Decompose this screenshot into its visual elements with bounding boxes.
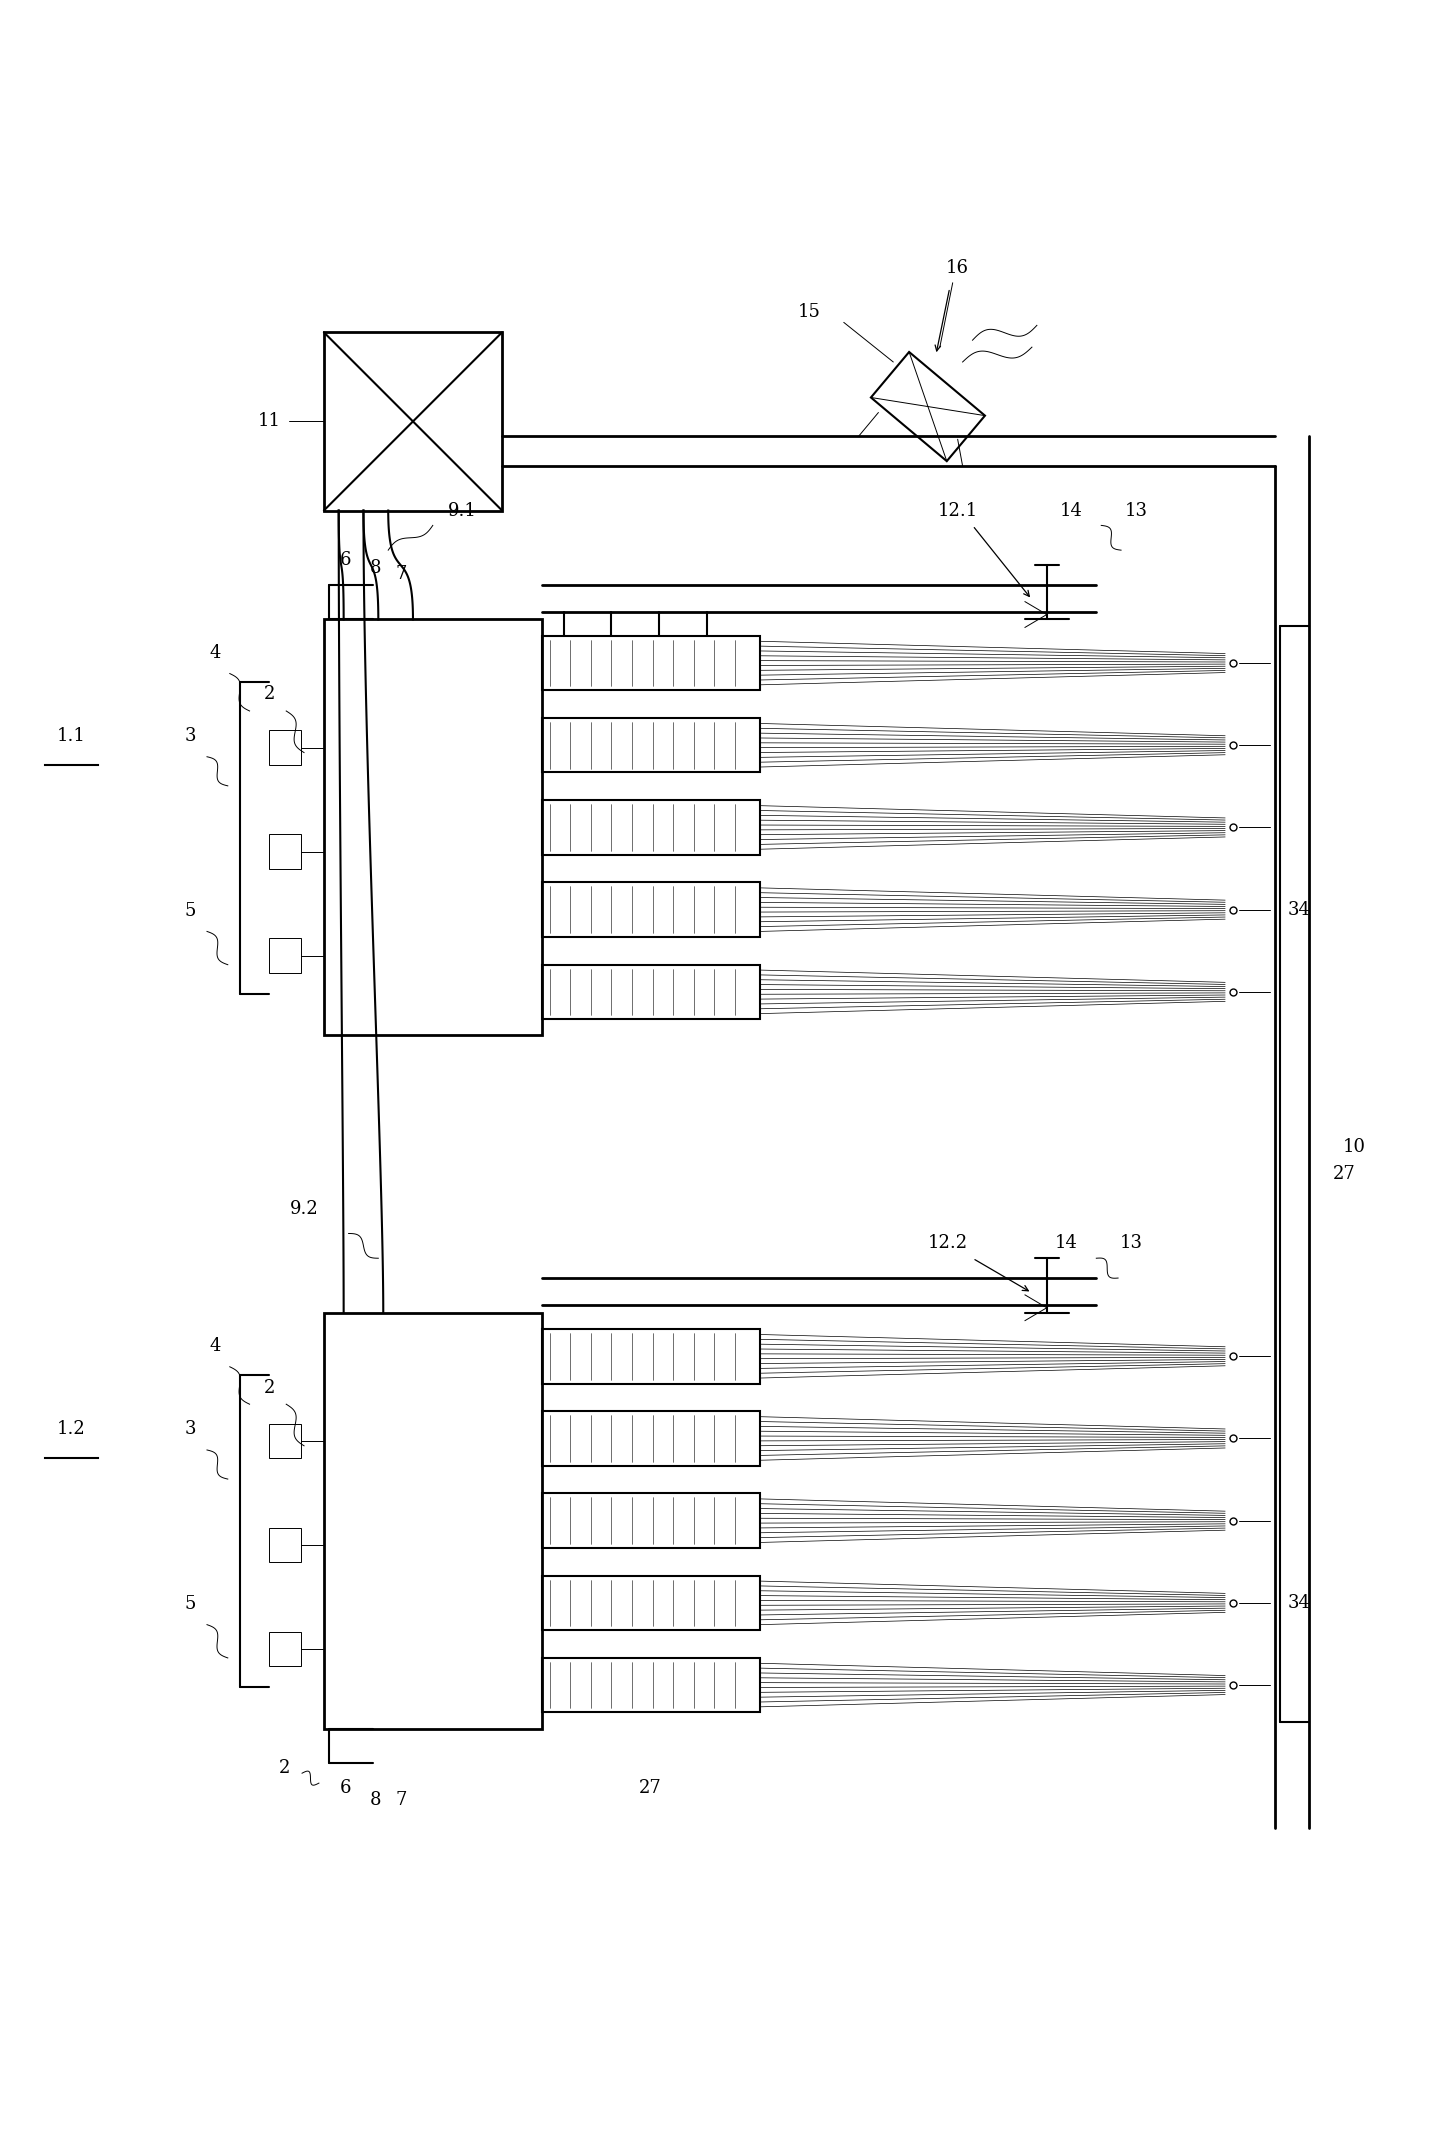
Text: 10: 10 [1342,1138,1365,1155]
Text: 34: 34 [1287,1595,1310,1612]
Bar [270,731,301,765]
Text: 15: 15 [798,304,821,321]
Text: 16: 16 [946,259,969,276]
Bar [542,1493,759,1547]
Text: 8: 8 [370,558,382,578]
Text: 4: 4 [210,644,221,662]
Text: 1.2: 1.2 [57,1420,86,1437]
Text: 9.1: 9.1 [448,502,476,519]
Text: 14: 14 [1060,502,1083,519]
Bar [542,965,759,1019]
Bar [542,718,759,771]
Bar [542,1412,759,1465]
Text: 12.2: 12.2 [927,1235,967,1252]
Text: 7: 7 [396,565,406,582]
Bar [542,1657,759,1713]
Bar [270,1424,301,1459]
Text: 4: 4 [210,1336,221,1355]
Text: 14: 14 [1055,1235,1078,1252]
Bar [324,1312,542,1728]
Bar [270,1631,301,1666]
Text: 3: 3 [185,726,197,746]
Bar [324,332,502,511]
Text: 6: 6 [340,552,352,569]
Text: 1.1: 1.1 [57,726,86,746]
Text: 13: 13 [1125,502,1148,519]
Text: 5: 5 [185,901,195,920]
Text: 3: 3 [185,1420,197,1437]
Text: 27: 27 [1333,1166,1355,1183]
Text: 6: 6 [340,1780,352,1797]
Bar [542,800,759,856]
Text: 11: 11 [258,412,281,431]
Text: 5: 5 [185,1595,195,1612]
Text: 2: 2 [278,1758,290,1778]
Bar [542,881,759,937]
Text: 34: 34 [1287,901,1310,918]
Bar [324,618,542,1034]
Bar [542,1575,759,1629]
Text: 13: 13 [1119,1235,1142,1252]
Bar [270,1528,301,1562]
Bar [270,937,301,974]
Text: 9.2: 9.2 [290,1200,319,1218]
Text: 7: 7 [396,1791,406,1808]
Text: 12.1: 12.1 [937,502,977,519]
Text: 2: 2 [264,1379,276,1396]
Bar [270,834,301,868]
Text: 2: 2 [264,685,276,703]
Text: 8: 8 [370,1791,382,1808]
Bar [542,636,759,690]
Text: 27: 27 [639,1780,662,1797]
Bar [542,1330,759,1384]
